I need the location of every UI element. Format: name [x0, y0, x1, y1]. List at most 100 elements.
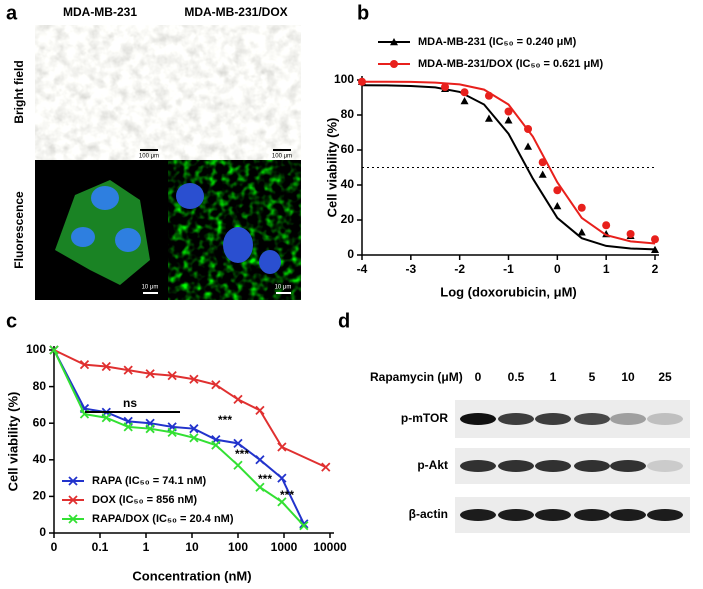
protein-label: β-actin	[409, 507, 448, 521]
x-tick-label: 0	[554, 262, 561, 276]
data-point	[538, 158, 547, 167]
x-tick-label: 0	[51, 540, 58, 554]
treatment-label: Rapamycin (μM)	[370, 370, 463, 384]
scale-label: 10 μm	[142, 285, 159, 291]
y-axis-label: Cell viability (%)	[5, 392, 20, 492]
data-point	[277, 497, 287, 507]
x-tick-label: -4	[357, 262, 368, 276]
x-tick-label: 1000	[271, 540, 298, 554]
scale-label: 100 μm	[139, 154, 159, 160]
data-point	[255, 455, 265, 465]
lane-label: 25	[658, 370, 672, 384]
protein-label: p-mTOR	[401, 411, 448, 425]
column-label: MDA-MB-231/DOX	[184, 5, 287, 19]
data-point	[277, 442, 287, 452]
data-point	[255, 405, 265, 416]
data-point	[233, 438, 243, 448]
y-tick-label: 60	[33, 415, 47, 429]
data-point	[123, 422, 133, 432]
data-point	[441, 83, 450, 91]
data-point	[211, 380, 221, 390]
data-point	[189, 433, 199, 443]
legend-marker	[390, 60, 398, 68]
band	[460, 413, 496, 425]
band	[535, 509, 571, 521]
nucleus	[176, 183, 204, 209]
y-tick-label: 20	[33, 489, 47, 503]
x-tick-label: -3	[405, 262, 416, 276]
annotation: ***	[258, 472, 272, 486]
nucleus	[71, 227, 95, 247]
panel-label: b	[357, 2, 369, 24]
y-tick-label: 60	[341, 142, 355, 156]
band	[647, 509, 683, 521]
x-tick-label: -1	[503, 262, 514, 276]
y-tick-label: 20	[341, 212, 355, 226]
annotation: ***	[280, 488, 294, 502]
band	[574, 509, 610, 521]
micrograph-grid: 100 μm 100 μm 10 μm 10 μm MDA-MB-231 MDA…	[12, 5, 301, 300]
data-point	[524, 142, 533, 150]
data-point	[299, 521, 309, 531]
bright-field-image	[168, 25, 301, 160]
band	[647, 460, 683, 472]
data-point	[101, 361, 111, 372]
data-point	[211, 440, 221, 450]
row-label: Fluorescence	[12, 191, 26, 269]
band	[610, 413, 646, 425]
y-tick-label: 40	[33, 452, 47, 466]
y-tick-label: 0	[39, 525, 46, 539]
data-point	[524, 125, 533, 133]
panel-label: c	[6, 310, 17, 332]
data-point	[602, 221, 611, 230]
y-tick-label: 100	[334, 72, 354, 86]
data-point	[484, 91, 493, 100]
y-tick-label: 100	[26, 342, 46, 356]
legend-label: RAPA/DOX (IC₅₀ = 20.4 nM)	[92, 513, 234, 525]
data-point	[167, 370, 177, 381]
data-point	[255, 482, 265, 492]
annotation: ns	[123, 396, 137, 410]
x-tick-label: 2	[652, 262, 659, 276]
column-label: MDA-MB-231	[63, 5, 137, 19]
band	[610, 509, 646, 521]
band	[460, 460, 496, 472]
data-point	[358, 77, 366, 86]
band	[574, 413, 610, 425]
band	[498, 509, 534, 521]
data-point	[233, 460, 243, 470]
bright-field-image	[35, 25, 168, 160]
band	[574, 460, 610, 472]
annotation: ***	[218, 413, 232, 427]
band	[610, 460, 646, 472]
band	[535, 413, 571, 425]
lane-label: 0.5	[508, 370, 525, 384]
legend-marker	[68, 495, 78, 505]
series-line	[361, 84, 656, 251]
legend-marker	[68, 476, 78, 486]
data-point	[484, 114, 493, 122]
y-axis-label: Cell viability (%)	[324, 118, 339, 218]
scale-label: 10 μm	[275, 285, 292, 291]
data-point	[123, 365, 133, 375]
data-point	[145, 424, 155, 434]
data-point	[145, 369, 155, 379]
data-point	[49, 345, 59, 355]
data-point	[167, 427, 177, 437]
nucleus	[223, 227, 253, 263]
x-tick-label: -2	[454, 262, 465, 276]
legend-marker	[68, 514, 78, 524]
lane-label: 5	[589, 370, 596, 384]
data-point	[538, 170, 547, 178]
x-axis-label: Log (doxorubicin, μM)	[440, 284, 577, 299]
protein-label: p-Akt	[417, 458, 448, 472]
data-point	[460, 97, 469, 105]
data-point	[504, 116, 513, 124]
y-tick-label: 0	[347, 247, 354, 261]
nucleus	[259, 250, 281, 274]
row-label: Bright field	[12, 60, 26, 123]
band	[460, 509, 496, 521]
band	[647, 413, 683, 425]
data-point	[626, 230, 635, 238]
